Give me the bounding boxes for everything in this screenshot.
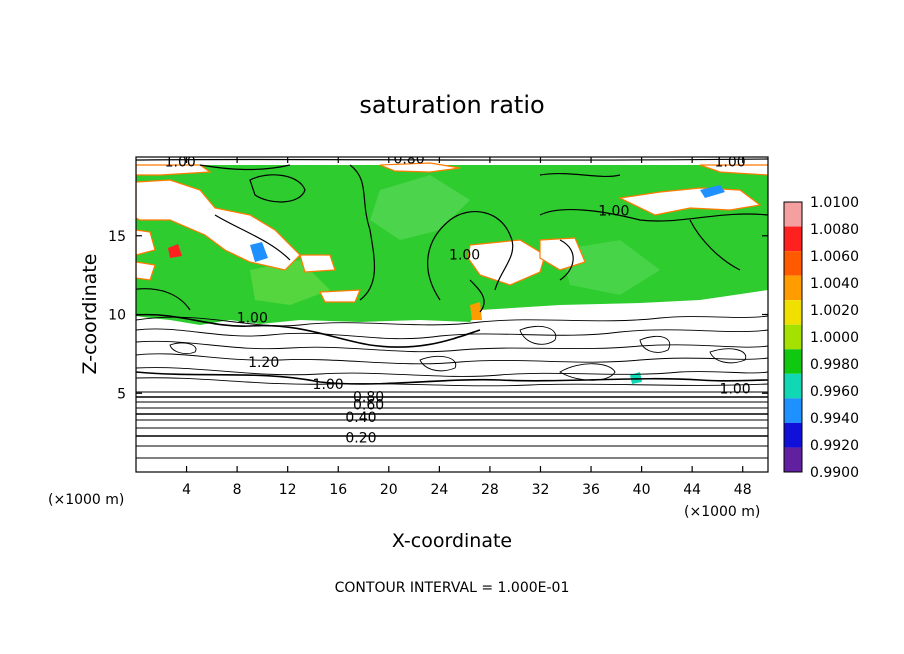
x-tick-label: 20	[380, 482, 398, 498]
contour-label: 0.60	[353, 397, 384, 413]
colorbar-swatch	[784, 300, 802, 325]
y-tick-label: 15	[108, 229, 126, 245]
colorbar-level-label: 1.0100	[810, 195, 859, 211]
contour-label: 1.00	[165, 155, 196, 171]
x-tick-label: 12	[279, 482, 297, 498]
x-tick-label: 24	[430, 482, 448, 498]
contour-label: 1.00	[237, 311, 268, 327]
colorbar-swatch	[784, 447, 802, 472]
colorbar-swatch	[784, 373, 802, 399]
x-tick-label: 16	[329, 482, 347, 498]
contour-label: 1.20	[248, 355, 279, 371]
lower-contours	[136, 313, 768, 387]
x-tick-label: 4	[182, 482, 191, 498]
contour-interval-note: CONTOUR INTERVAL = 1.000E-01	[335, 580, 570, 596]
y-tick-label: 5	[117, 386, 126, 402]
colorbar-level-label: 1.0000	[810, 330, 859, 346]
colorbar-swatch	[784, 324, 802, 350]
contour-label: 1.00	[714, 155, 745, 171]
x-tick-label: 44	[683, 482, 701, 498]
colorbar-swatch	[784, 202, 802, 227]
x-axis: 4 8 12 16 20 24 28 32 36 40 44 48	[182, 157, 752, 498]
stratified-contours	[136, 391, 768, 459]
contour-label: 1.00	[449, 248, 480, 264]
x-axis-label: X-coordinate	[392, 530, 512, 552]
chart-title: saturation ratio	[359, 91, 544, 119]
x-unit-label: (×1000 m)	[684, 504, 760, 520]
contour-label: 0.20	[345, 430, 376, 446]
contour-label: 1.00	[313, 377, 344, 393]
colorbar-swatch	[784, 226, 802, 252]
colorbar-frame	[783, 201, 803, 473]
colorbar-level-label: 1.0020	[810, 303, 859, 319]
colorbar-level-label: 1.0080	[810, 222, 859, 238]
colorbar-swatch	[784, 422, 802, 448]
colorbar-level-label: 0.9920	[810, 438, 859, 454]
contour-label: 1.00	[598, 204, 629, 220]
contour-labels: 1.00 0.80 1.00 1.00 1.00 1.00 1.20 1.00 1.00 0.80…	[165, 152, 751, 446]
x-tick-label: 40	[633, 482, 651, 498]
x-tick-label: 36	[582, 482, 600, 498]
colorbar-swatch	[784, 251, 802, 276]
contour-lines	[136, 158, 768, 313]
colorbar-level-label: 1.0060	[810, 249, 859, 265]
z-unit-label: (×1000 m)	[48, 492, 124, 508]
colorbar-level-label: 1.0040	[810, 276, 859, 292]
colorbar-swatch	[784, 349, 802, 374]
colorbar-level-label: 0.9940	[810, 411, 859, 427]
y-axis-label: Z-coordinate	[79, 254, 101, 375]
x-tick-label: 28	[481, 482, 499, 498]
colorbar-level-label: 0.9960	[810, 384, 859, 400]
colorbar: 1.0100 1.0080 1.0060 1.0040 1.0020 1.0000 0.99…	[783, 195, 859, 481]
colorbar-level-label: 0.9980	[810, 357, 859, 373]
y-tick-label: 10	[108, 308, 126, 324]
y-axis: 5 10 15	[108, 229, 768, 402]
x-tick-label: 8	[233, 482, 242, 498]
colorbar-swatch	[784, 398, 802, 423]
contour-label: 1.00	[720, 382, 751, 398]
contour-label: 0.80	[353, 389, 384, 405]
contour-label: 0.80	[393, 152, 424, 168]
x-tick-label: 32	[532, 482, 550, 498]
x-tick-label: 48	[734, 482, 752, 498]
plot-area: 1.00 0.80 1.00 1.00 1.00 1.00 1.20 1.00 1.00 0.80…	[136, 152, 768, 472]
contour-label: 0.40	[345, 410, 376, 426]
colorbar-swatch	[784, 275, 802, 301]
colorbar-level-label: 0.9900	[810, 465, 859, 481]
